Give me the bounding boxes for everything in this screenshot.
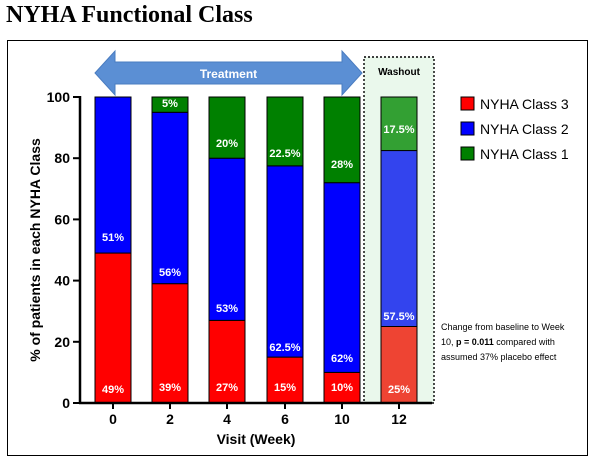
note-line: Change from baseline to Week: [441, 322, 565, 332]
bar-class1-week-2: [151, 96, 189, 113]
data-label-class1-week-12: 17.5%: [383, 124, 414, 136]
page-title: NYHA Functional Class: [6, 2, 253, 28]
data-label-class1-week-4: 20%: [216, 138, 238, 150]
legend-swatch-class2: [460, 121, 475, 136]
bar-class2-week-10: [323, 182, 361, 373]
y-tick-label: 80: [54, 150, 70, 166]
bar-class1-week-10: [323, 96, 361, 184]
note-line: assumed 37% placebo effect: [441, 352, 557, 362]
data-label-class2-week-10: 62%: [331, 353, 353, 365]
x-tick-label: 6: [281, 411, 289, 427]
axes: 0 20 40 60 80 100 0 2 4 6 10 12 Visit (Week) % of pat…: [27, 89, 432, 447]
bar-class1-week-4: [208, 96, 246, 159]
legend-swatch-class3: [460, 96, 475, 111]
data-label-class2-week-2: 56%: [159, 267, 181, 279]
data-label-class3-week-0: 49%: [102, 384, 124, 396]
legend-label-class3: NYHA Class 3: [480, 96, 569, 112]
bar-class2-week-6: [266, 165, 304, 358]
data-label-class2-week-6: 62.5%: [269, 342, 300, 354]
legend-label-class2: NYHA Class 2: [480, 121, 569, 137]
y-tick-label: 40: [54, 273, 70, 289]
bar-class3-week-0: [94, 252, 132, 404]
x-axis-title: Visit (Week): [217, 431, 296, 447]
annotation-note: Change from baseline to Week 10, p = 0.01…: [441, 322, 565, 362]
y-tick-label: 20: [54, 334, 70, 350]
data-label-class3-week-4: 27%: [216, 382, 238, 394]
data-label-class2-week-12: 57.5%: [383, 311, 414, 323]
bar-class2-week-0: [94, 96, 132, 254]
x-tick-label: 10: [334, 411, 350, 427]
bar-class2-week-2: [151, 111, 189, 285]
y-tick-label: 60: [54, 211, 70, 227]
bar-class3-week-6: [266, 356, 304, 404]
data-label-class3-week-10: 10%: [331, 382, 353, 394]
bar-class2-week-4: [208, 157, 246, 321]
treatment-label: Treatment: [200, 67, 257, 81]
legend-label-class1: NYHA Class 1: [480, 146, 569, 162]
data-label-class3-week-12: 25%: [388, 384, 410, 396]
data-label-class1-week-10: 28%: [331, 159, 353, 171]
data-label-class1-week-2: 5%: [162, 98, 178, 110]
data-label-class2-week-4: 53%: [216, 303, 238, 315]
y-axis-title: % of patients in each NYHA Class: [27, 138, 43, 362]
treatment-arrow-shape: [94, 49, 363, 97]
data-label-class2-week-0: 51%: [102, 232, 124, 244]
treatment-arrow: Treatment: [94, 49, 363, 97]
bar-class1-week-12: [380, 96, 418, 152]
bar-class1-week-6: [266, 96, 304, 167]
data-label-class1-week-6: 22.5%: [269, 148, 300, 160]
x-tick-label: 0: [109, 411, 117, 427]
legend: NYHA Class 3 NYHA Class 2 NYHA Class 1: [460, 96, 569, 162]
note-line: 10, p = 0.011 compared with: [441, 337, 555, 347]
data-label-class3-week-2: 39%: [159, 382, 181, 394]
bar-class2-week-12: [380, 150, 418, 327]
bar-class3-week-10: [323, 371, 361, 404]
y-tick-label: 0: [62, 395, 70, 411]
data-label-class3-week-6: 15%: [274, 382, 296, 394]
legend-swatch-class1: [460, 146, 475, 161]
washout-label: Washout: [378, 67, 421, 78]
x-tick-label: 4: [223, 411, 231, 427]
x-tick-label: 2: [166, 411, 174, 427]
x-tick-label: 12: [391, 411, 407, 427]
y-tick-label: 100: [47, 89, 71, 105]
bars: 49% 39% 27% 15% 10% 25% 51% 56% 53% 62.5% 62% 57.5%…: [94, 96, 418, 404]
